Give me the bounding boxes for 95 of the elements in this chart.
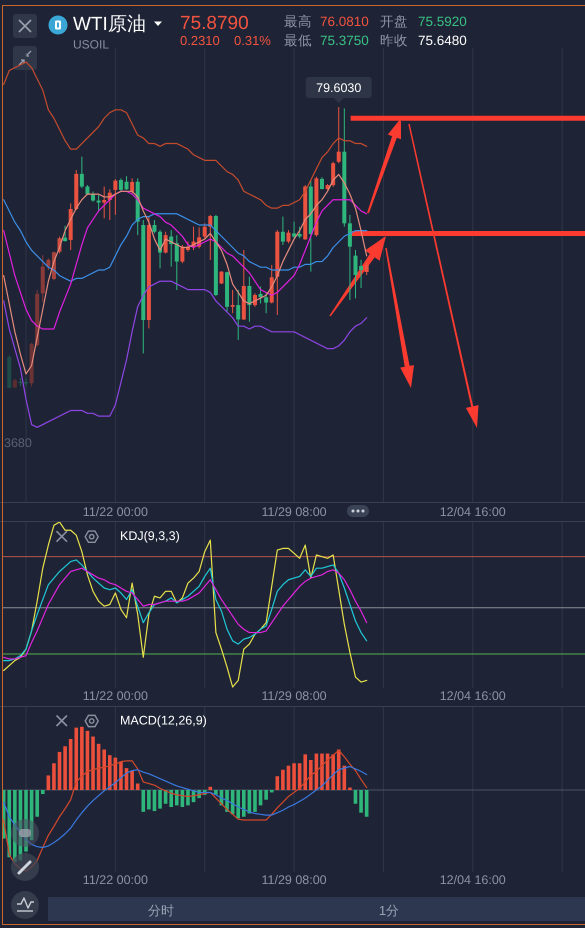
- bar: [320, 754, 324, 790]
- bar: [52, 763, 56, 790]
- bar: [286, 766, 290, 790]
- bar: [174, 790, 179, 806]
- x-tick-label: 12/04 16:00: [440, 505, 506, 519]
- bar: [147, 790, 151, 810]
- candlestick: [364, 262, 369, 276]
- text: 75.6480: [418, 33, 467, 48]
- annotation: 79.6030: [316, 81, 362, 95]
- candlestick: [130, 178, 134, 194]
- bar: [63, 746, 67, 790]
- x-tick-label: 11/22 00:00: [82, 689, 148, 703]
- candlestick: [348, 214, 352, 301]
- bar: [96, 744, 100, 790]
- candlestick: [85, 184, 90, 196]
- x-tick-label: 11/29 08:00: [262, 505, 327, 519]
- x-tick-label: 12/04 16:00: [440, 873, 506, 887]
- candlestick: [202, 222, 207, 239]
- candlestick: [63, 225, 68, 242]
- text: 最高: [284, 14, 312, 29]
- bar: [91, 736, 95, 790]
- candlestick: [247, 276, 252, 322]
- candlestick: [286, 230, 290, 244]
- candlestick: [320, 176, 324, 190]
- candlestick: [91, 191, 96, 202]
- bar: [276, 776, 280, 790]
- bar: [108, 755, 112, 790]
- chart-title: WTI原油: [73, 14, 146, 35]
- candlestick: [152, 219, 156, 234]
- candlestick: [80, 156, 84, 189]
- candlestick: [113, 178, 118, 216]
- text: 75.5920: [418, 14, 467, 29]
- candlestick: [219, 270, 224, 285]
- bar: [292, 763, 296, 790]
- bar: [136, 784, 140, 790]
- bar: [298, 763, 302, 790]
- candlestick: [174, 234, 179, 290]
- x-tick-label: 11/22 00:00: [82, 505, 148, 519]
- text: 75.3750: [320, 33, 369, 48]
- bar: [342, 766, 346, 790]
- text: 75.8790: [180, 13, 249, 34]
- bar: [359, 790, 363, 813]
- candlestick: [280, 216, 285, 246]
- bar: [40, 790, 45, 794]
- bar: [68, 738, 72, 790]
- chart-subtitle: USOIL: [73, 38, 110, 52]
- bar: [141, 790, 146, 812]
- candlestick: [96, 194, 101, 212]
- bar: [164, 790, 168, 804]
- chart-title: MACD(12,26,9): [120, 714, 207, 728]
- candlestick: [102, 186, 106, 219]
- x-tick-label: 11/29 08:00: [262, 873, 327, 887]
- text: KDJ(9,3,3): [120, 529, 180, 543]
- text: 分时: [148, 903, 174, 918]
- text: 1分: [378, 903, 400, 918]
- bar: [281, 770, 285, 790]
- bar: [253, 790, 257, 812]
- bar: [86, 730, 90, 790]
- bar: [258, 790, 262, 806]
- bar: [242, 790, 246, 817]
- bar: [35, 790, 39, 817]
- candlestick: [336, 106, 341, 164]
- bar: [102, 750, 106, 790]
- bar: [169, 790, 174, 808]
- bar: [80, 726, 84, 790]
- bar: [314, 754, 318, 790]
- candlestick: [230, 289, 235, 314]
- bar: [336, 750, 341, 790]
- bar: [74, 728, 78, 790]
- bar: [58, 752, 62, 790]
- text: 0.2310: [180, 33, 220, 48]
- candlestick: [264, 292, 268, 314]
- bar: [30, 790, 34, 840]
- candlestick: [236, 289, 240, 340]
- text: 昨收: [380, 33, 408, 48]
- text: 0.31%: [234, 33, 272, 48]
- text: 76.0810: [320, 14, 369, 29]
- bar: [180, 790, 184, 808]
- bar: [264, 790, 268, 800]
- x-tick-label: 11/29 08:00: [262, 689, 327, 703]
- bar: [130, 770, 134, 790]
- text: 开盘: [380, 14, 408, 29]
- bar: [248, 790, 252, 814]
- text: 最低: [284, 33, 312, 48]
- bar: [303, 754, 308, 790]
- bar: [354, 790, 358, 804]
- bar: [46, 775, 50, 790]
- text: 3680: [4, 436, 32, 450]
- bar: [124, 768, 128, 790]
- x-tick-label: 11/22 00:00: [82, 873, 148, 887]
- candlestick: [12, 378, 17, 388]
- bar: [364, 790, 368, 817]
- x-tick-label: 12/04 16:00: [440, 689, 506, 703]
- bar: [309, 760, 313, 790]
- bar: [236, 790, 240, 818]
